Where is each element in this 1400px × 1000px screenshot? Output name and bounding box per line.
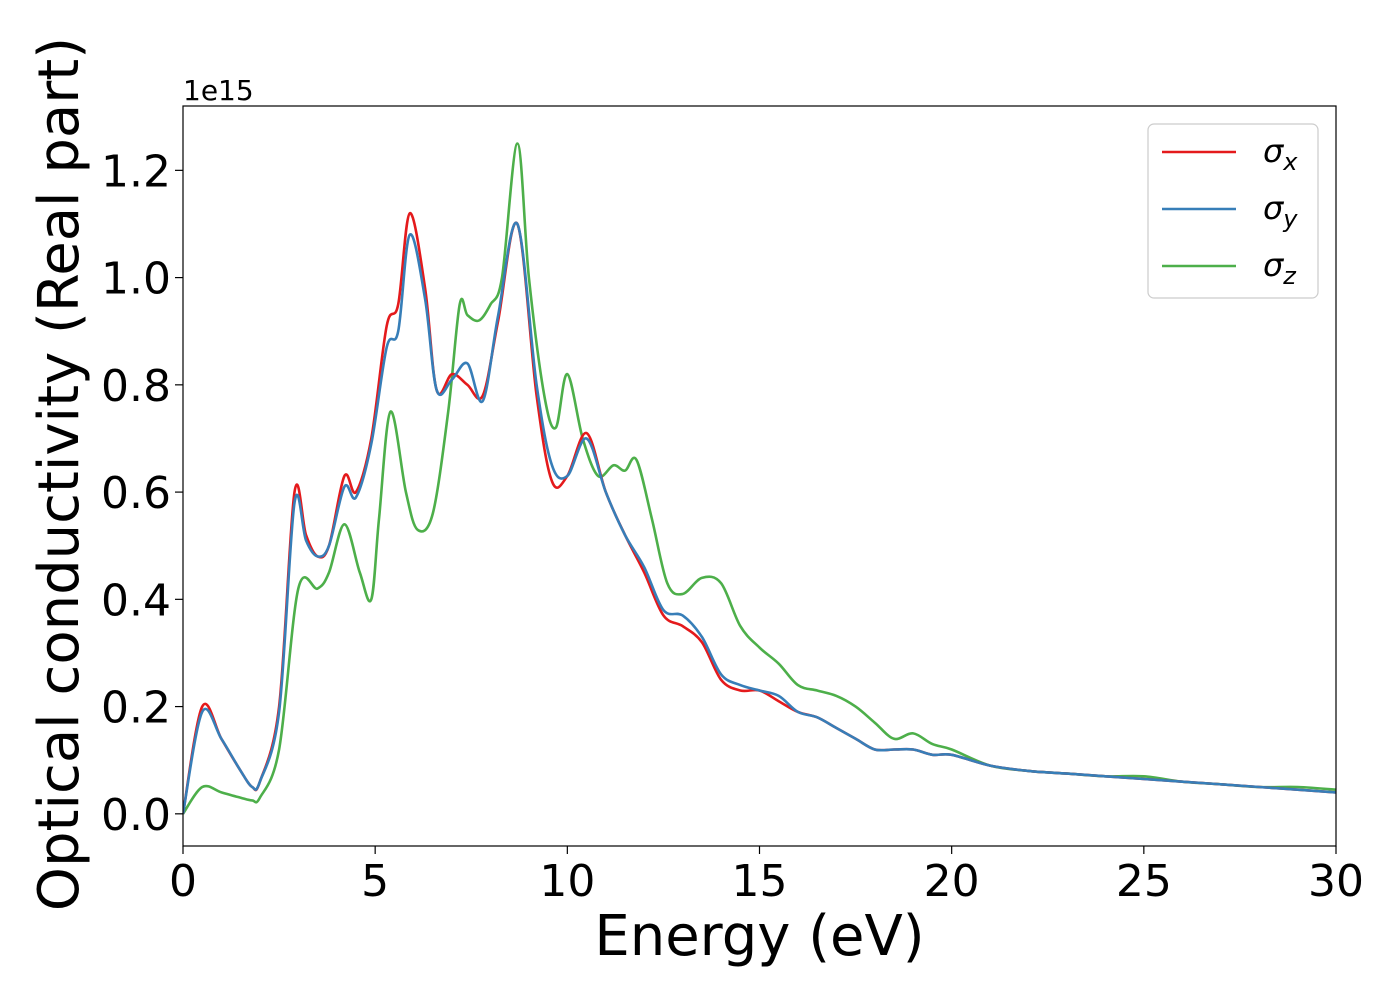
x-tick-label: 10 (539, 856, 595, 907)
y-tick-label: 0.0 (101, 790, 171, 841)
x-tick-label: 5 (361, 856, 389, 907)
legend-label-y: σy (1263, 189, 1298, 233)
x-tick-label: 15 (732, 856, 788, 907)
y-axis-label: Optical conductivity (Real part) (27, 37, 92, 911)
y-tick-label: 1.2 (101, 146, 171, 197)
series-line-y (183, 221, 1336, 815)
series-line-x (183, 211, 1336, 815)
x-axis-ticks: 0 5 10 15 20 25 30 (169, 846, 1364, 907)
legend-label-x: σx (1263, 132, 1298, 176)
y-tick-label: 0.8 (101, 361, 171, 412)
x-tick-label: 25 (1116, 856, 1172, 907)
x-tick-label: 30 (1308, 856, 1364, 907)
y-tick-label: 0.4 (101, 575, 171, 626)
legend: σx σy σz (1147, 123, 1319, 299)
x-axis-label: Energy (eV) (594, 904, 924, 969)
legend-box (1147, 123, 1319, 299)
legend-label-z: σz (1263, 246, 1297, 290)
y-tick-label: 0.2 (101, 683, 171, 734)
y-tick-label: 0.6 (101, 468, 171, 519)
y-axis-ticks: 0.0 0.2 0.4 0.6 0.8 1.0 1.2 (101, 146, 183, 841)
x-tick-label: 0 (169, 856, 197, 907)
y-axis-offset-label: 1e15 (183, 74, 254, 107)
y-tick-label: 1.0 (101, 254, 171, 305)
x-tick-label: 20 (924, 856, 980, 907)
series-line-z (183, 142, 1336, 815)
series-lines (183, 142, 1336, 815)
